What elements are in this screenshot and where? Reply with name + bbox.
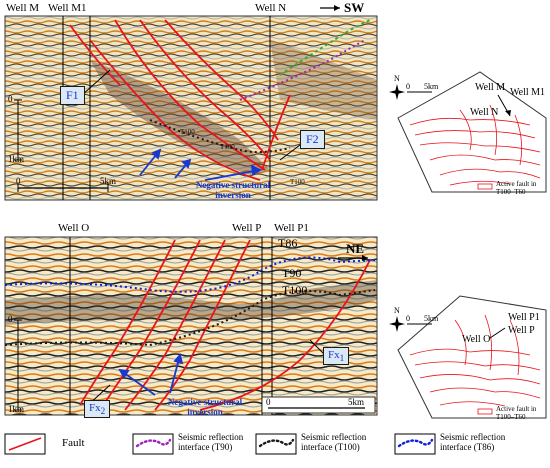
horizon-label-top-2: T100 [220,143,235,151]
section-top-image [4,15,378,201]
legend-t90-swatch [135,438,172,448]
horizon-t100-top [149,119,291,154]
inversion-label-bottom: Negative structural inversion [167,397,243,417]
map-bottom-well-o: Well O [462,334,491,345]
time-tick-0-top: 0 [8,94,13,104]
direction-label-bottom: NE [346,241,365,256]
map-bottom-well-p1: Well P1 [508,312,540,323]
map-top-faults [409,104,541,186]
horizon-t90-label: T90 [282,266,302,280]
direction-label-top: SW [344,0,365,15]
map-bottom-faults [409,314,541,407]
legend-t90-label: Seismic reflection interface (T90) [178,432,244,452]
horizon-label-top-1: T100 [180,128,195,136]
horizon-label-top-3: T100 [290,178,305,186]
well-n-label: Well N [255,2,287,14]
map-top-north: N [394,74,400,83]
map-top-well-m: Well M [475,82,506,93]
map-bottom-scale-0: 0 [406,314,410,323]
horizon-t86-bottom [4,256,376,293]
inversion-label-top: Negative structural inversion [195,180,271,200]
map-bottom [389,295,547,419]
map-top-legend-swatch [477,183,493,190]
map-top-scale-5: 5km [424,82,439,91]
horizon-t100-label: T100 [282,283,308,297]
map-bottom-north: N [394,306,400,315]
time-tick-1-top: 1km [8,154,25,164]
section-bottom-faults [79,239,371,411]
section-bottom-image [4,236,378,416]
f1-leader [81,69,111,96]
map-top-outline [397,71,547,193]
legend-fault-label: Fault [62,437,85,449]
map-bottom-legend-swatch [477,408,493,415]
compass-top [389,84,405,100]
section-bottom [4,236,378,416]
horizon-t86-label: T86 [278,236,298,250]
fault-f1-label: F1 [60,86,85,105]
fault-fx2-label: Fx2 [84,400,111,419]
well-m-label: Well M [6,2,40,14]
map-bottom-legend: Active fault in T100–T60 [496,405,537,421]
scale-5-top: 5km [100,176,117,186]
map-top-scale-0: 0 [406,82,410,91]
scale-0-top: 0 [16,176,21,186]
section-top [4,5,378,201]
well-p1-label: Well P1 [274,222,309,234]
map-bottom-outline [397,295,547,419]
well-m1-label: Well M1 [48,2,87,14]
section-top-faults [69,19,291,181]
scale-0-bottom: 0 [266,397,271,407]
section-bottom-reflector-zone [5,280,377,325]
compass-bottom [389,316,405,332]
map-top-well-n: Well N [470,107,499,118]
time-tick-1-bottom: 1km [8,404,25,414]
scale-bar-bottom-box [261,396,376,414]
legend-t100-swatch [258,438,295,448]
map-top-legend: Active fault in T100–T60 [496,180,537,196]
map-top-well-m1: Well M1 [510,87,546,98]
f2-leader [279,144,301,161]
horizon-t90-top [239,39,366,101]
inversion-arrows-bottom [118,353,184,396]
horizon-green-top [279,19,371,76]
scale-5-bottom: 5km [348,397,365,407]
inversion-arrows-top [139,148,262,181]
legend-t100-label: Seismic reflection interface (T100) [301,432,367,452]
legend-t86-label: Seismic reflection interface (T86) [440,432,506,452]
legend [4,433,436,455]
fault-f2-label: F2 [300,130,325,149]
map-top [389,71,547,193]
map-bottom-well-p: Well P [508,325,535,336]
well-o-label: Well O [58,222,90,234]
section-top-reflector-zone [270,40,377,120]
fault-fx1-label: Fx1 [323,347,350,366]
horizon-t100-bottom [4,289,376,347]
map-bottom-scale-5: 5km [424,314,439,323]
time-tick-0-bottom: 0 [8,314,13,324]
well-p-label: Well P [232,222,262,234]
legend-fault-swatch [8,437,42,451]
section-top-reflector-zone [90,60,270,175]
legend-t86-swatch [397,438,434,448]
